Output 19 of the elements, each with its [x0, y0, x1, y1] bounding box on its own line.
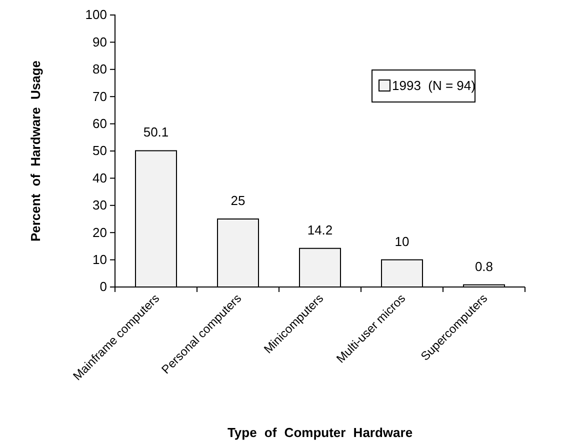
data-label: 14.2 — [307, 222, 333, 238]
y-tick-label: 30 — [92, 198, 107, 213]
y-tick-label: 40 — [92, 170, 107, 186]
y-tick-label: 10 — [92, 252, 107, 267]
y-tick-label: 0 — [100, 279, 107, 294]
x-axis-title: Type of Computer Hardware — [227, 425, 413, 440]
data-label: 50.1 — [143, 124, 169, 140]
y-tick-label: 80 — [92, 62, 107, 77]
y-tick-label: 50 — [92, 143, 107, 158]
y-tick-label: 70 — [92, 88, 107, 104]
y-tick-label: 100 — [85, 7, 107, 22]
y-tick-label: 60 — [92, 116, 107, 131]
legend-label: 1993 (N = 94) — [392, 78, 476, 93]
y-axis-title: Percent of Hardware Usage — [28, 60, 43, 242]
data-label: 0.8 — [474, 258, 494, 274]
data-label: 10 — [394, 234, 410, 249]
y-tick-label: 90 — [92, 34, 107, 50]
data-label: 25 — [230, 193, 246, 208]
y-tick-label: 20 — [92, 224, 107, 240]
